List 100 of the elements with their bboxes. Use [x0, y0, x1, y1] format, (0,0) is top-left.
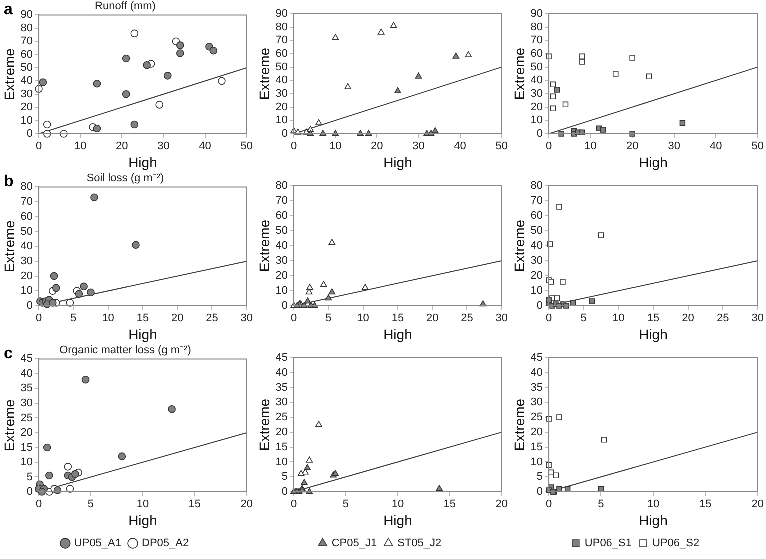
x-tick-label: 0 [290, 498, 298, 511]
x-axis-title: High [384, 154, 412, 170]
y-tick-label: 0 [26, 300, 34, 312]
x-tick-label: 15 [136, 312, 150, 325]
x-axis-title: High [384, 326, 412, 342]
y-tick-label: 40 [530, 240, 544, 252]
x-tick-label: 10 [392, 498, 404, 511]
y-tick-label: 10 [20, 114, 34, 127]
y-tick-label: 70 [20, 36, 34, 48]
y-tick-label: 50 [276, 61, 288, 74]
y-tick-label: 10 [276, 456, 288, 468]
y-tick-label: 10 [20, 456, 34, 469]
y-tick-label: 25 [276, 412, 288, 424]
x-tick-label: 0 [36, 312, 42, 325]
x-tick-label: 30 [752, 312, 764, 325]
x-tick-label: 15 [188, 498, 202, 511]
y-tick-label: 70 [276, 195, 288, 208]
x-tick-label: 40 [199, 140, 212, 153]
y-tick-label: 5 [282, 471, 288, 484]
y-tick-label: 0 [282, 128, 288, 140]
x-tick-label: 20 [426, 312, 439, 325]
x-tick-label: 5 [342, 498, 350, 511]
y-tick-label: 20 [276, 101, 288, 114]
x-tick-label: 20 [240, 498, 254, 511]
y-tick-label: 60 [276, 48, 288, 60]
y-tick-label: 50 [530, 61, 544, 74]
x-tick-label: 15 [700, 498, 712, 511]
y-tick-label: 60 [20, 48, 34, 61]
y-tick-label: 20 [530, 426, 544, 438]
y-tick-label: 40 [276, 240, 288, 252]
y-tick-label: 70 [276, 34, 288, 47]
x-tick-label: 10 [136, 498, 150, 511]
y-tick-label: 35 [530, 382, 544, 394]
x-tick-label: 50 [240, 140, 254, 153]
x-tick-label: 5 [598, 498, 604, 511]
legend-label: UP05_A1 [74, 538, 122, 550]
x-axis-title: High [128, 512, 158, 528]
y-tick-label: 10 [530, 114, 544, 127]
y-tick-label: 80 [530, 180, 544, 192]
x-tick-label: 0 [546, 498, 552, 511]
y-tick-label: 20 [20, 102, 34, 114]
y-tick-label: 30 [530, 396, 544, 409]
y-tick-label: 45 [530, 352, 544, 364]
y-tick-label: 10 [276, 114, 288, 127]
y-tick-label: 5 [26, 471, 34, 484]
x-tick-label: 5 [326, 312, 332, 325]
x-tick-label: 30 [158, 140, 170, 153]
y-tick-label: 0 [536, 300, 544, 312]
x-tick-label: 25 [206, 312, 218, 325]
x-tick-label: 5 [88, 498, 94, 511]
y-tick-label: 80 [276, 21, 288, 34]
y-tick-label: 25 [530, 412, 544, 424]
y-tick-label: 60 [276, 210, 288, 222]
y-tick-label: 50 [276, 225, 288, 238]
y-axis-title: Extreme [256, 48, 272, 100]
y-axis-title: Extreme [511, 48, 528, 100]
x-tick-label: 20 [496, 498, 508, 511]
x-axis-title: High [639, 154, 668, 170]
x-tick-label: 20 [371, 140, 384, 153]
y-tick-label: 30 [530, 255, 544, 268]
y-tick-label: 60 [530, 210, 544, 222]
x-tick-label: 30 [668, 140, 680, 153]
y-tick-label: 0 [282, 486, 288, 498]
y-tick-label: 30 [20, 88, 34, 100]
legend-label: ST05_J2 [398, 538, 442, 550]
y-tick-label: 20 [276, 426, 288, 438]
y-axis-title: Extreme [1, 399, 18, 452]
y-tick-label: 40 [276, 74, 288, 87]
x-tick-label: 30 [240, 312, 254, 325]
y-tick-label: 0 [536, 128, 544, 140]
y-tick-label: 5 [536, 471, 544, 484]
y-tick-label: 90 [20, 9, 34, 22]
x-tick-label: 20 [752, 498, 764, 511]
y-axis-title: Extreme [1, 220, 18, 273]
chart-title: Organic matter loss (g m⁻²) [60, 344, 192, 357]
y-tick-label: 40 [530, 366, 544, 379]
y-tick-label: 40 [530, 74, 544, 87]
y-tick-label: 0 [26, 128, 34, 140]
y-tick-label: 10 [530, 285, 544, 298]
y-tick-label: 50 [530, 225, 544, 238]
y-tick-label: 35 [20, 382, 34, 395]
y-tick-label: 45 [20, 353, 34, 366]
legend-label: DP05_A2 [142, 538, 190, 550]
y-tick-label: 50 [20, 62, 34, 74]
y-tick-label: 80 [530, 21, 544, 34]
y-tick-label: 40 [20, 368, 34, 380]
y-tick-label: 0 [26, 486, 34, 498]
x-tick-label: 0 [36, 140, 42, 153]
x-axis-title: High [639, 326, 668, 342]
y-tick-label: 0 [536, 486, 544, 498]
chart-title: Runoff (mm) [95, 0, 156, 13]
y-tick-label: 80 [276, 180, 288, 192]
y-tick-label: 30 [276, 88, 288, 100]
y-tick-label: 80 [20, 181, 34, 194]
y-tick-label: 30 [20, 255, 34, 268]
x-tick-label: 5 [580, 312, 587, 325]
y-tick-label: 30 [530, 88, 544, 100]
x-tick-label: 10 [612, 312, 625, 325]
x-tick-label: 10 [102, 312, 114, 325]
y-tick-label: 15 [276, 441, 288, 454]
